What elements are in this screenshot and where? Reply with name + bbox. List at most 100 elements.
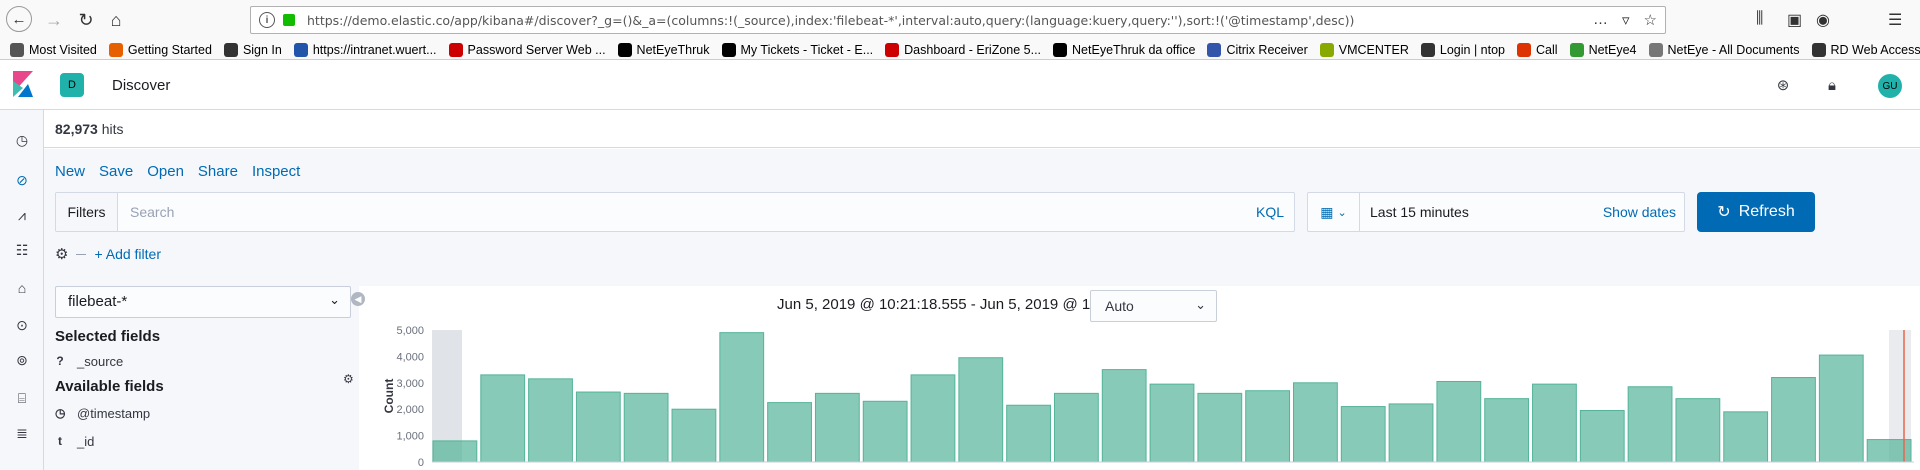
histogram-bar[interactable] <box>1627 386 1673 463</box>
histogram-bar[interactable] <box>1388 403 1434 463</box>
histogram-bar[interactable] <box>1293 382 1338 463</box>
infrastructure-icon[interactable]: ⌸ <box>17 389 27 406</box>
histogram-bar[interactable] <box>1532 383 1577 463</box>
histogram-bar[interactable] <box>862 400 908 463</box>
refresh-button[interactable]: ↻ Refresh <box>1697 192 1815 232</box>
bookmark-item[interactable]: Password Server Web ... <box>448 42 606 57</box>
info-icon[interactable]: i <box>259 12 275 28</box>
more-icon[interactable]: … <box>1593 11 1609 28</box>
bookmark-item[interactable]: NetEye4 <box>1569 42 1637 57</box>
dashboard-icon[interactable]: ☷ <box>15 241 29 258</box>
logs-icon[interactable]: ≣ <box>16 424 28 441</box>
histogram-bar[interactable] <box>814 392 860 463</box>
histogram-bar[interactable] <box>958 357 1004 463</box>
interval-select[interactable]: Auto ⌄ <box>1090 290 1217 322</box>
bookmark-item[interactable]: NetEye - All Documents <box>1648 42 1800 57</box>
histogram-bar[interactable] <box>623 392 669 463</box>
index-pattern-select[interactable]: filebeat-* ⌄ <box>55 286 351 318</box>
histogram-bar[interactable] <box>671 408 717 463</box>
bookmark-icon <box>1053 42 1068 57</box>
recent-icon[interactable]: ◷ <box>15 131 29 148</box>
bookmark-icon <box>721 42 736 57</box>
maps-icon[interactable]: ⊙ <box>16 316 28 333</box>
histogram-bar[interactable] <box>910 374 956 463</box>
histogram-bar[interactable] <box>1723 411 1769 463</box>
bookmark-item[interactable]: VMCENTER <box>1319 42 1409 57</box>
bookmark-item[interactable]: NetEyeThruk <box>617 42 710 57</box>
collapse-sidebar-icon[interactable]: ◀ <box>351 292 365 306</box>
histogram-bar[interactable] <box>1771 377 1816 463</box>
visualize-icon[interactable]: ⩘ <box>18 206 26 223</box>
ml-icon[interactable]: ⊚ <box>16 351 28 368</box>
bookmark-item[interactable]: RD Web Access <box>1811 42 1920 57</box>
help-icon[interactable]: ⊛ <box>1776 77 1790 94</box>
share-link[interactable]: Share <box>197 163 238 180</box>
histogram-chart[interactable]: 5,000 4,000 3,000 2,000 1,000 0 Count <box>359 322 1920 470</box>
pocket-icon[interactable]: ▿ <box>1622 12 1630 29</box>
home-icon[interactable]: ⌂ <box>110 9 122 30</box>
back-icon[interactable]: ← <box>6 6 32 32</box>
bookmark-item[interactable]: Most Visited <box>10 42 97 57</box>
time-range-label[interactable]: Last 15 minutes <box>1370 204 1469 220</box>
url-text[interactable]: https://demo.elastic.co/app/kibana#/disc… <box>307 12 1355 28</box>
y-tick-label: 3,000 <box>396 378 424 390</box>
reload-icon[interactable]: ↻ <box>78 9 94 30</box>
histogram-bar[interactable] <box>1436 380 1482 463</box>
histogram-bar[interactable] <box>1149 383 1195 463</box>
url-bar[interactable]: i https://demo.elastic.co/app/kibana#/di… <box>250 6 1666 34</box>
search-input[interactable]: Search <box>130 204 175 220</box>
bookmark-item[interactable]: NetEyeThruk da office <box>1053 42 1195 57</box>
histogram-bar[interactable] <box>575 391 621 463</box>
field-item[interactable]: t _id <box>55 434 94 449</box>
field-settings-icon[interactable]: ⚙ <box>343 372 354 386</box>
bookmark-item[interactable]: Login | ntop <box>1420 42 1505 57</box>
bookmark-item[interactable]: Call <box>1517 42 1558 57</box>
kql-toggle[interactable]: KQL <box>1255 204 1284 220</box>
histogram-bar[interactable] <box>1484 398 1530 463</box>
star-icon[interactable]: ☆ <box>1643 12 1657 29</box>
breadcrumb: Discover <box>112 77 171 94</box>
bookmark-item[interactable]: My Tickets - Ticket - E... <box>721 42 873 57</box>
save-link[interactable]: Save <box>99 163 134 180</box>
histogram-bar[interactable] <box>1675 398 1721 463</box>
sidebar-icon[interactable]: ▣ <box>1787 12 1803 29</box>
bookmark-item[interactable]: https://intranet.wuert... <box>293 42 437 57</box>
space-avatar[interactable]: D <box>60 73 84 97</box>
menu-icon[interactable]: ☰ <box>1888 12 1903 29</box>
show-dates-link[interactable]: Show dates <box>1602 204 1676 220</box>
histogram-bar[interactable] <box>1340 406 1386 463</box>
gear-icon[interactable]: ⚙ <box>55 246 69 263</box>
filters-label[interactable]: Filters <box>56 193 118 231</box>
bookmark-item[interactable]: Getting Started <box>108 42 212 57</box>
histogram-bar[interactable] <box>1101 369 1147 463</box>
avatar[interactable]: GU <box>1878 74 1902 98</box>
bookmark-item[interactable]: Citrix Receiver <box>1207 42 1308 57</box>
field-item[interactable]: ? _source <box>56 354 124 369</box>
histogram-bar[interactable] <box>1006 404 1051 463</box>
histogram-bar[interactable] <box>1579 410 1625 463</box>
histogram-bar[interactable] <box>480 374 526 463</box>
field-item[interactable]: ◷ @timestamp <box>55 406 151 421</box>
library-icon[interactable]: ⫼ <box>1756 10 1764 27</box>
add-filter-link[interactable]: + Add filter <box>94 246 161 262</box>
kibana-logo-icon[interactable] <box>10 71 36 97</box>
histogram-bar[interactable] <box>432 440 478 463</box>
bookmark-item[interactable]: Sign In <box>223 42 282 57</box>
canvas-icon[interactable]: ⌂ <box>17 280 27 296</box>
forward-icon[interactable]: → <box>45 9 63 30</box>
bookmark-item[interactable]: Dashboard - EriZone 5... <box>885 42 1041 57</box>
histogram-bar[interactable] <box>1818 354 1864 463</box>
inspect-link[interactable]: Inspect <box>251 163 301 180</box>
histogram-bar[interactable] <box>528 378 573 463</box>
histogram-bar[interactable] <box>719 332 765 463</box>
histogram-bar[interactable] <box>1245 390 1291 463</box>
new-link[interactable]: New <box>55 163 86 180</box>
account-icon[interactable]: ◉ <box>1816 12 1830 29</box>
discover-icon[interactable]: ⊘ <box>16 171 28 188</box>
histogram-bar[interactable] <box>1053 392 1099 463</box>
lock-icon[interactable]: 🔒︎ <box>1828 76 1836 94</box>
histogram-bar[interactable] <box>1197 392 1243 463</box>
histogram-bar[interactable] <box>767 402 812 463</box>
open-link[interactable]: Open <box>147 163 184 180</box>
calendar-icon[interactable]: ▦ ⌄ <box>1308 193 1360 231</box>
